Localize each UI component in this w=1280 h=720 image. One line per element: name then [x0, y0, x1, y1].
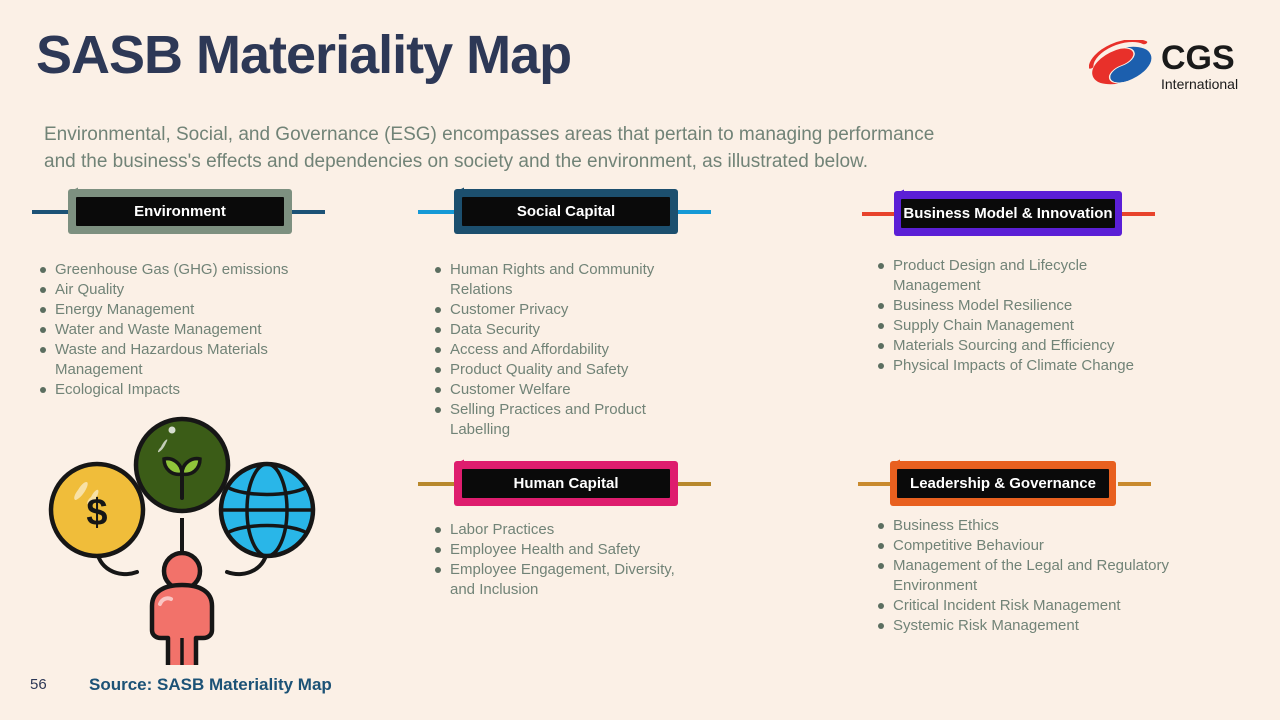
svg-text:$: $ [86, 492, 107, 534]
